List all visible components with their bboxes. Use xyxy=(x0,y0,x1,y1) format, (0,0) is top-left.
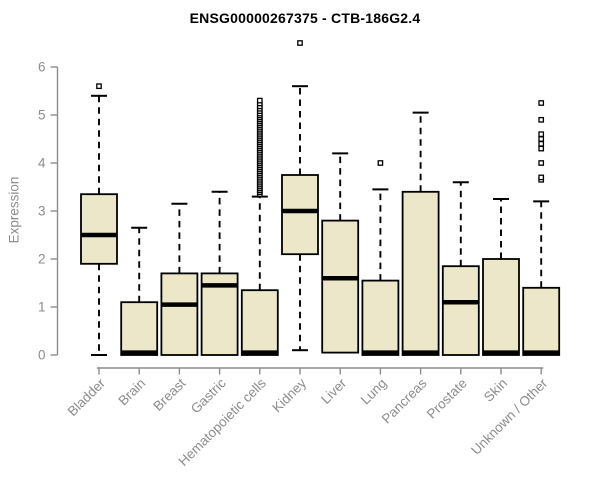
box-rect xyxy=(441,265,480,356)
outlier-point xyxy=(538,140,545,147)
x-tick-label: Skin xyxy=(481,376,510,405)
chart-title: ENSG00000267375 - CTB-186G2.4 xyxy=(189,10,421,26)
y-tick-label: 3 xyxy=(38,204,46,219)
outlier-point xyxy=(297,40,303,46)
outlier-point xyxy=(256,97,263,104)
outlier-point xyxy=(377,160,384,166)
box-group-unknown-other xyxy=(522,100,561,356)
x-tick-label: Kidney xyxy=(269,375,309,415)
outlier-point xyxy=(538,131,545,138)
outlier-point xyxy=(538,160,545,166)
x-tick-label: Pancreas xyxy=(379,375,430,426)
y-tick-label: 2 xyxy=(38,252,46,267)
x-tick-label: Lung xyxy=(358,376,390,408)
box-group-liver xyxy=(321,152,360,354)
outlier-point xyxy=(96,83,102,90)
box-rect xyxy=(361,279,400,356)
outlier-point xyxy=(538,100,545,106)
x-tick-label: Breast xyxy=(150,375,188,413)
box-group-bladder xyxy=(80,83,118,356)
outlier-point xyxy=(538,145,545,152)
box-group-prostate xyxy=(441,181,480,356)
x-tick-label: Prostate xyxy=(424,376,470,422)
box-rect xyxy=(240,289,279,356)
box-group-breast xyxy=(160,202,199,356)
y-tick-label: 1 xyxy=(38,300,46,315)
box-group-brain xyxy=(120,226,159,356)
y-tick-label: 4 xyxy=(38,156,46,171)
box-rect xyxy=(80,193,118,265)
x-tick-label: Bladder xyxy=(65,375,109,419)
box-group-lung xyxy=(361,160,400,356)
y-tick-label: 6 xyxy=(38,60,46,75)
box-rect xyxy=(321,219,360,354)
box-group-kidney xyxy=(281,40,319,352)
box-rect xyxy=(401,190,440,356)
outlier-point xyxy=(538,174,545,181)
box-group-gastric xyxy=(200,190,239,356)
y-tick-label: 0 xyxy=(38,348,46,363)
x-tick-label: Brain xyxy=(115,376,148,409)
box-rect xyxy=(160,272,199,356)
outlier-point xyxy=(538,136,545,142)
box-group-pancreas xyxy=(401,111,440,356)
box-group-hematopoietic-cells xyxy=(240,97,279,356)
x-tick-label: Unknown / Other xyxy=(468,375,551,458)
box-rect xyxy=(482,258,520,356)
box-group-skin xyxy=(482,198,520,356)
box-rect xyxy=(281,174,319,256)
box-rect xyxy=(522,286,561,356)
y-tick-label: 5 xyxy=(38,108,46,123)
x-tick-label: Liver xyxy=(318,375,350,407)
outlier-point xyxy=(538,116,545,123)
box-rect xyxy=(120,301,159,356)
